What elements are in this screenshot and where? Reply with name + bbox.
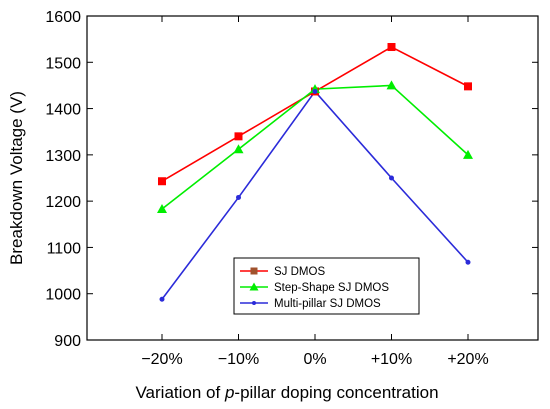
data-point	[310, 84, 320, 94]
data-point	[234, 132, 243, 141]
legend-item: SJ DMOS	[240, 266, 325, 278]
data-point	[312, 88, 318, 94]
x-axis-ticks: −20% −10% 0% +10% +20%	[141, 16, 489, 368]
x-axis-title-part: Variation of	[135, 383, 224, 402]
series-markers-2	[159, 88, 471, 302]
legend-label: Step-Shape SJ DMOS	[274, 282, 389, 294]
y-tick-label: 1500	[45, 55, 81, 72]
data-point	[233, 144, 244, 154]
legend-box	[233, 257, 420, 315]
data-point	[386, 80, 397, 90]
x-tick-label: −10%	[218, 351, 259, 368]
x-tick-label: +10%	[371, 351, 412, 368]
legend-marker	[249, 282, 259, 291]
data-point	[158, 177, 166, 186]
x-axis-title-part: -pillar doping concentration	[234, 383, 438, 402]
series-layer	[157, 43, 473, 302]
y-axis-title: Breakdown Voltage (V)	[7, 91, 26, 265]
data-point	[236, 194, 241, 200]
legend-label: SJ DMOS	[274, 266, 325, 278]
data-point	[463, 149, 473, 159]
y-tick-label: 900	[54, 333, 81, 350]
y-tick-label: 1200	[45, 194, 81, 211]
series-markers-1	[157, 80, 473, 214]
legend-item: Step-Shape SJ DMOS	[240, 282, 389, 294]
plot-frame	[86, 15, 539, 341]
y-tick-label: 1600	[45, 9, 81, 26]
x-axis-title-part: p	[224, 383, 234, 402]
data-point	[387, 43, 396, 52]
data-point	[389, 175, 394, 181]
series-line	[161, 84, 469, 210]
y-tick-label: 1100	[47, 240, 82, 257]
legend-marker	[252, 301, 256, 305]
y-tick-label: 1000	[45, 287, 81, 304]
data-point	[464, 82, 472, 91]
data-point	[159, 296, 165, 302]
legend-item: Multi-pillar SJ DMOS	[240, 298, 381, 310]
legend-label: Multi-pillar SJ DMOS	[274, 298, 381, 310]
y-tick-label: 1300	[45, 148, 81, 165]
data-point	[465, 259, 471, 265]
x-axis-title: Variation of p-pillar doping concentrati…	[135, 383, 438, 402]
x-tick-label: −20%	[141, 351, 182, 368]
x-tick-label: +20%	[447, 351, 488, 368]
legend: SJ DMOS Step-Shape SJ DMOS Multi-pillar SJ…	[233, 257, 420, 315]
x-tick-label: 0%	[303, 351, 326, 368]
legend-marker	[250, 267, 258, 275]
y-axis-ticks: 900 1000 1100 1200 1300 1400 1500 1600	[45, 9, 538, 350]
data-point	[157, 204, 167, 214]
series-1	[161, 84, 469, 210]
y-tick-label: 1400	[45, 102, 81, 119]
